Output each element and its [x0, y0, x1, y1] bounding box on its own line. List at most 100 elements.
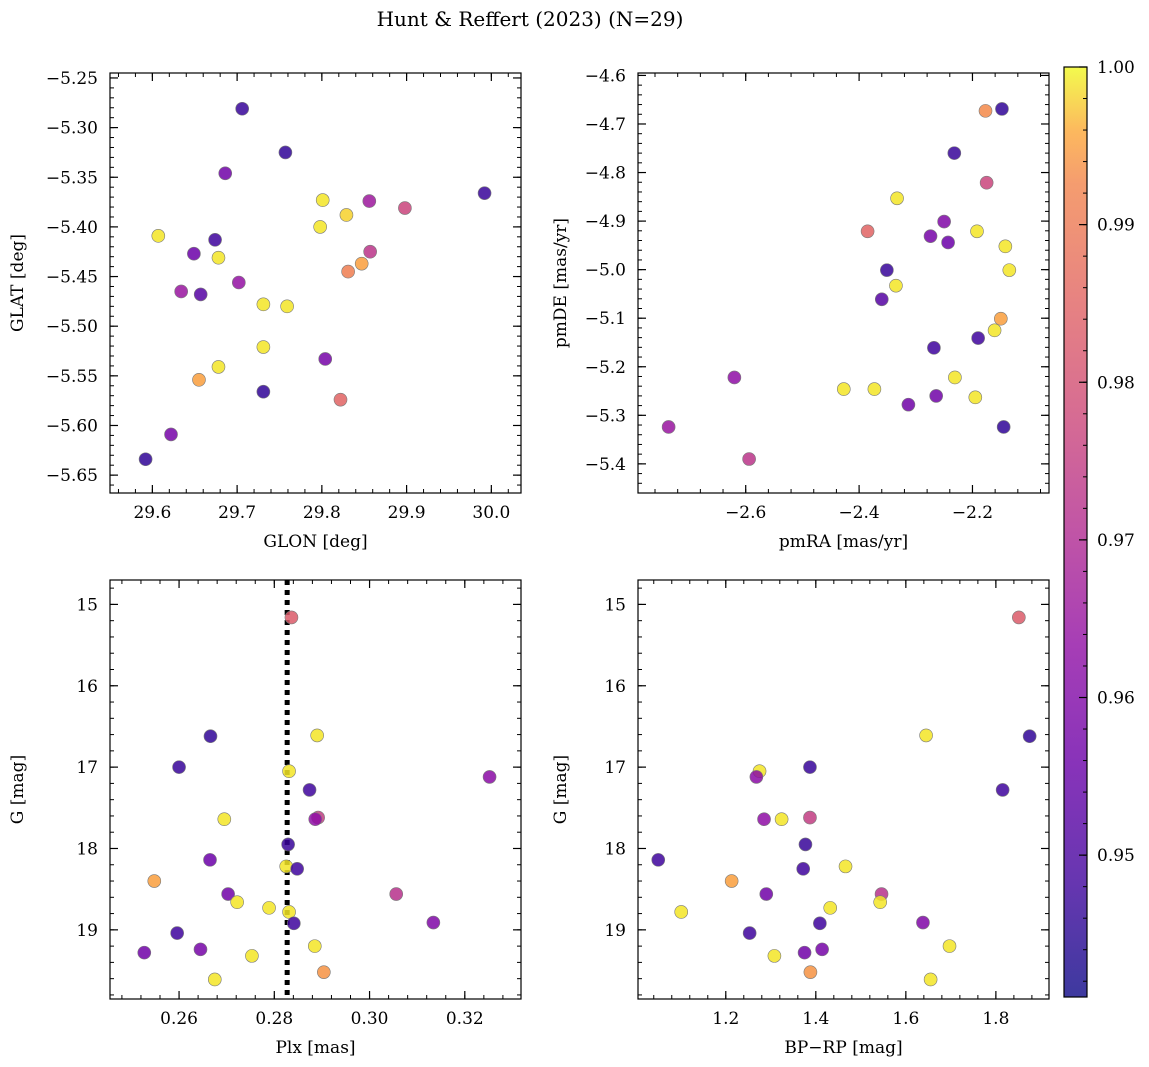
data-point — [978, 104, 993, 118]
data-point — [880, 263, 894, 277]
y-tick-label: −4.8 — [585, 164, 626, 184]
data-point — [942, 939, 957, 953]
x-tick-label: 0.32 — [446, 1009, 484, 1029]
data-point — [208, 233, 222, 247]
data-point — [137, 945, 152, 960]
data-point — [1022, 729, 1037, 744]
y-tick-label: −5.1 — [585, 309, 626, 329]
data-point — [836, 382, 851, 396]
data-point — [280, 299, 294, 314]
panel-2: −2.6 −2.4 −2.2 −4.6 −4.7 −4.8 −4.9 −5.0 −5.1 −5.2… — [551, 66, 1050, 552]
data-point — [282, 905, 296, 919]
y-tick-label: −5.30 — [46, 119, 98, 139]
y-axis-label: G [mag] — [8, 755, 28, 824]
data-point — [287, 916, 301, 931]
major-ticks — [110, 73, 521, 493]
data-point — [749, 770, 764, 784]
data-point — [203, 729, 218, 744]
data-point — [1002, 263, 1017, 277]
data-point — [221, 887, 235, 901]
data-point — [318, 352, 333, 366]
y-tick-label: 16 — [76, 677, 98, 697]
data-point — [937, 214, 951, 229]
data-point — [187, 246, 201, 261]
x-tick-label: 1.6 — [892, 1009, 919, 1029]
data-point — [1012, 610, 1026, 625]
data-point — [218, 166, 233, 181]
data-point — [995, 783, 1010, 797]
data-point — [203, 853, 217, 867]
y-tick-label: −5.45 — [46, 268, 98, 288]
y-tick-label: 17 — [604, 758, 626, 778]
y-tick-label: 17 — [76, 758, 98, 778]
plot-frame — [637, 72, 1050, 494]
data-point — [757, 812, 771, 826]
data-point — [923, 972, 938, 987]
data-point — [426, 915, 441, 930]
major-ticks — [638, 580, 1049, 999]
data-point — [232, 275, 246, 290]
data-point — [890, 191, 904, 206]
x-tick-label: 0.28 — [255, 1009, 293, 1029]
x-tick-label: 0.26 — [160, 1009, 198, 1029]
data-point — [339, 208, 354, 222]
data-point — [651, 853, 666, 867]
colorbar-tick-label: 0.98 — [1097, 373, 1135, 393]
y-tick-label: 16 — [604, 677, 626, 697]
data-point — [968, 390, 983, 405]
data-point — [815, 942, 829, 957]
data-point — [284, 610, 299, 625]
data-point — [874, 292, 889, 307]
y-tick-label: −5.50 — [46, 317, 98, 337]
y-axis-label: G [mag] — [551, 755, 571, 824]
data-point — [333, 392, 348, 407]
y-tick-label: −4.6 — [585, 66, 626, 86]
data-point — [193, 287, 208, 302]
plot-frame — [109, 72, 522, 494]
data-point — [174, 284, 188, 299]
data-point — [398, 201, 412, 215]
colorbar-tick-label: 0.97 — [1097, 531, 1135, 551]
data-point — [742, 926, 757, 940]
scatter-points — [138, 101, 492, 467]
y-tick-label: −5.2 — [585, 358, 626, 378]
colorbar-frame — [1063, 66, 1088, 998]
data-point — [138, 452, 153, 467]
y-tick-label: −4.7 — [585, 115, 626, 135]
data-point — [927, 341, 941, 355]
y-tick-label: −5.4 — [585, 455, 626, 475]
data-point — [901, 397, 916, 412]
data-point — [929, 389, 943, 403]
data-point — [207, 972, 222, 987]
data-point — [867, 382, 882, 396]
data-point — [994, 311, 1008, 326]
data-point — [151, 229, 166, 243]
data-point — [979, 175, 994, 190]
data-point — [919, 728, 933, 743]
y-tick-label: 19 — [76, 921, 98, 941]
data-point — [813, 916, 827, 931]
data-point — [290, 862, 304, 876]
data-point — [341, 264, 355, 279]
minor-ticks — [638, 580, 1049, 999]
data-point — [310, 728, 324, 743]
y-tick-label: −5.25 — [46, 69, 98, 89]
data-point — [211, 360, 226, 374]
data-point — [230, 895, 244, 909]
y-tick-label: −5.55 — [46, 367, 98, 387]
x-tick-label: −2.2 — [952, 503, 993, 523]
major-ticks — [638, 73, 1049, 493]
y-tick-label: −4.9 — [585, 212, 626, 232]
scatter-points — [651, 610, 1037, 987]
scatter-points — [661, 102, 1017, 466]
data-point — [947, 146, 962, 160]
y-tick-label: −5.40 — [46, 218, 98, 238]
colorbar-tick-label: 0.99 — [1097, 216, 1135, 236]
data-point — [970, 224, 984, 239]
colorbar: 0.95 0.96 0.97 0.98 0.99 1.00 — [1063, 58, 1135, 998]
colorbar-tick-label: 0.95 — [1097, 846, 1135, 866]
data-point — [803, 965, 818, 979]
data-point — [211, 250, 226, 265]
data-point — [482, 770, 497, 784]
